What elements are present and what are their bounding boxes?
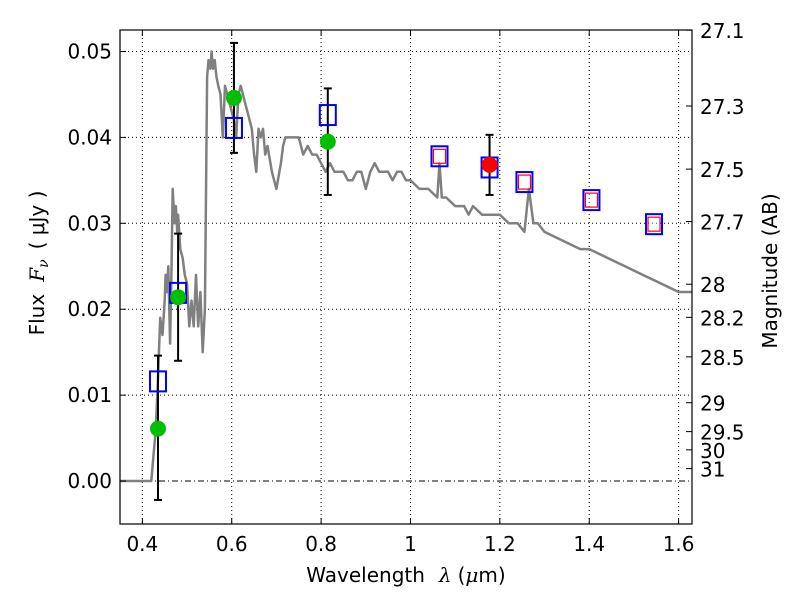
y-axis-label: Flux Fν ( μJy )	[25, 191, 52, 336]
x-tick-label: 0.4	[126, 532, 158, 556]
x-tick-label: 0.8	[305, 532, 337, 556]
y-tick-label: 0.04	[67, 125, 112, 149]
x-tick-label: 1.2	[484, 532, 516, 556]
x-tick-label: 0.6	[216, 532, 248, 556]
model-photometry-square	[148, 370, 167, 393]
model-photometry-inner-square	[432, 148, 447, 164]
x-tick-label: 1	[404, 532, 417, 556]
y2-tick-label: 27.7	[700, 211, 745, 235]
y2-tick-label: 29	[700, 392, 725, 416]
model-photometry-square	[224, 116, 243, 139]
y-tick-label: 0.03	[67, 211, 112, 235]
y2-axis-label: Magnitude (AB)	[758, 193, 782, 348]
y-tick-label: 0.02	[67, 297, 112, 321]
x-axis-label-unit-open: (	[458, 563, 466, 587]
y-axis-label-symbol: F	[25, 267, 49, 283]
x-axis-label-symbol: λ	[438, 563, 452, 587]
y2-tick-label: 31	[700, 458, 725, 482]
model-photometry-inner-square	[647, 216, 661, 232]
observed-data-point	[170, 289, 187, 306]
y2-tick-label: 30	[700, 439, 725, 463]
observed-data-point	[319, 133, 336, 150]
model-photometry-inner-square	[517, 174, 532, 190]
y-tick-label: 0.00	[67, 469, 112, 493]
y-axis: 0.00 0.01 0.02 0.03 0.04 0.05	[67, 39, 126, 493]
y-tick-label: 0.05	[67, 39, 112, 63]
y2-tick-label: 28	[700, 273, 725, 297]
y-axis-label-unit: ( μJy )	[25, 191, 49, 250]
model-photometry-square	[318, 104, 337, 127]
y-axis-label-text: Flux	[25, 294, 49, 336]
y2-tick-label: 28.2	[700, 306, 745, 330]
x-axis-label-unit-rest: m)	[478, 563, 505, 587]
model-photometry-square	[645, 213, 664, 236]
y-tick-label: 0.01	[67, 383, 112, 407]
model-photometry-square	[430, 145, 449, 168]
y2-tick-label: 28.5	[700, 346, 745, 370]
model-photometry-square	[582, 189, 601, 212]
x-axis-label-text: Wavelength	[306, 563, 425, 587]
y2-tick-label: 29.5	[700, 421, 745, 445]
observed-data-point	[149, 420, 166, 437]
x-tick-label: 1.4	[573, 532, 605, 556]
model-photometry-inner-square	[584, 192, 599, 208]
model-photometry-square	[515, 171, 534, 194]
x-axis-label: Wavelength λ (μm)	[306, 563, 505, 587]
grid	[120, 30, 692, 524]
y-axis-label-subscript: ν	[36, 259, 52, 268]
observed-data-point	[225, 89, 242, 106]
plot-area	[120, 41, 692, 501]
y2-tick-label: 27.1	[700, 19, 745, 43]
x-axis-label-mu: μ	[465, 563, 478, 587]
observed-data-point	[481, 156, 498, 173]
x-axis: 0.4 0.6 0.8 1 1.2 1.4 1.6	[126, 30, 695, 556]
y2-tick-label: 27.5	[700, 158, 745, 182]
y2-tick-label: 27.3	[700, 95, 745, 119]
model-spectrum-line	[120, 50, 692, 483]
axes-frame	[119, 29, 693, 525]
x-tick-label: 1.6	[663, 532, 695, 556]
